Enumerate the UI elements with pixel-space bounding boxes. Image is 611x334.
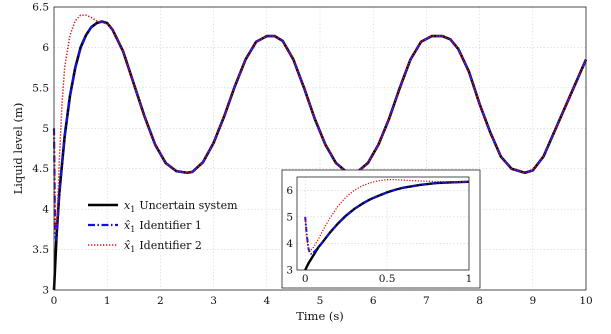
legend-text: Identifier 2 [139,239,202,252]
y-tick-label: 5.5 [32,82,49,94]
inset-background [281,169,481,289]
inset-y-tick-label: 6 [286,185,293,197]
y-tick-label: 4.5 [32,163,49,175]
legend-symbol: x̂ [124,239,131,252]
inset-chart: 0 0.5 1 3 4 5 6 [281,169,481,289]
legend-text: Uncertain system [139,199,238,212]
y-tick-label: 4 [42,204,49,216]
inset-y-tick-label: 5 [286,211,293,223]
legend-subscript: 1 [130,205,135,214]
inset-tick-labels: 0 0.5 1 3 4 5 6 [286,185,472,285]
inset-y-tick-label: 4 [286,238,293,250]
legend-text: Identifier 1 [139,219,202,232]
legend-label-3: x̂1 Identifier 2 [124,239,202,254]
x-tick-label: 1 [104,295,111,307]
inset-series-line-2 [304,180,470,256]
y-tick-label: 6.5 [32,2,49,14]
main-plot-frame [53,6,587,291]
inset-series-line-3 [304,179,470,252]
x-tick-label: 8 [476,295,483,307]
y-tick-label: 6 [42,42,49,54]
main-series-group [52,14,588,291]
series-line-2 [52,20,588,241]
x-tick-label: 4 [263,295,270,307]
inset-x-tick-label: 0.5 [379,273,396,285]
x-tick-label: 0 [51,295,58,307]
legend-label-1: x1 Uncertain system [124,199,238,214]
y-tick-label: 3.5 [32,244,49,256]
legend-subscript: 1 [130,225,135,234]
legend-symbol: x̂ [124,219,131,232]
legend-label-2: x̂1 Identifier 1 [124,219,202,234]
legend-subscript: 1 [130,245,135,254]
y-axis-label: Liquid level (m) [11,103,25,195]
inset-series-group [304,179,470,271]
x-tick-label: 2 [157,295,164,307]
x-tick-label: 3 [210,295,217,307]
inset-x-tick-label: 1 [466,273,473,285]
x-tick-label: 5 [317,295,324,307]
x-tick-label: 7 [423,295,430,307]
y-tick-label: 5 [42,123,49,135]
x-tick-label: 6 [370,295,377,307]
inset-plot-frame [296,176,470,271]
x-tick-label: 10 [579,295,592,307]
x-axis-label: Time (s) [296,309,344,323]
inset-y-tick-label: 3 [286,265,293,277]
legend-symbol: x [124,199,131,212]
y-tick-label: 3 [42,285,49,297]
x-tick-label: 9 [529,295,536,307]
inset-x-tick-label: 0 [302,273,309,285]
